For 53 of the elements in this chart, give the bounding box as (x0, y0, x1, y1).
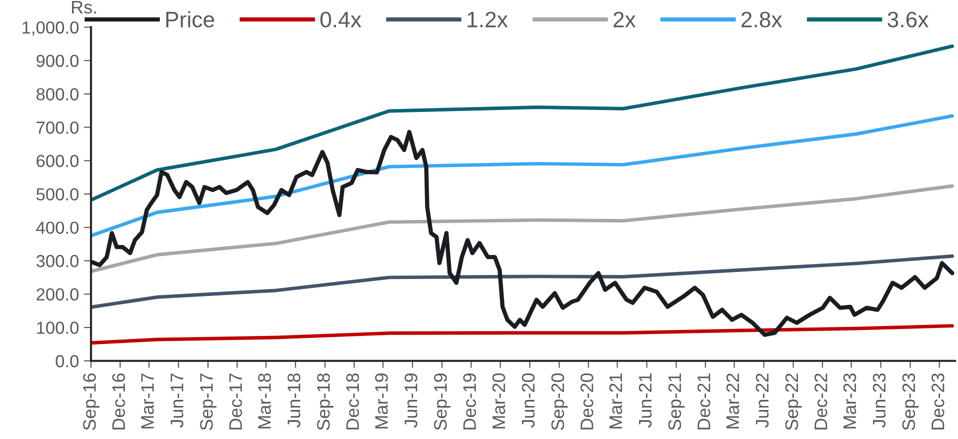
legend-label: 0.4x (320, 12, 362, 28)
legend-label: 2x (614, 12, 636, 28)
x-tick-label: Dec-17 (229, 374, 242, 430)
y-tick-label: 700.0 (36, 121, 79, 134)
y-tick-label: 400.0 (36, 222, 79, 234)
legend-label: 1.2x (468, 12, 508, 28)
y-tick-label: 800.0 (36, 88, 79, 100)
line-series (91, 44, 954, 202)
x-tick-label: Sep-22 (785, 374, 802, 430)
legend-label: 3.6x (888, 12, 929, 28)
x-tick-label: Sep-19 (434, 374, 450, 430)
x-tick-label: Mar-19 (375, 374, 388, 428)
y-tick-label: 1,000.0 (22, 21, 79, 36)
x-tick-label: Mar-23 (843, 373, 856, 428)
legend-label: 2.8x (741, 12, 782, 28)
x-tick-label: Dec-19 (463, 374, 476, 430)
x-tick-label: Dec-20 (580, 373, 594, 430)
x-tick-label: Sep-21 (668, 374, 685, 430)
y-tick-label: 0.0 (56, 355, 79, 368)
line-series (91, 324, 954, 345)
x-tick-label: Mar-21 (609, 374, 622, 428)
y-tick-label: 600.0 (36, 154, 79, 168)
x-tick-label: Sep-16 (83, 373, 100, 430)
x-tick-label: Dec-21 (698, 374, 710, 430)
line-series (91, 254, 954, 309)
x-tick-label: Sep-18 (317, 373, 334, 430)
x-tick-label: Mar-18 (258, 373, 271, 428)
y-axis-title: Rs. (72, 1, 96, 14)
x-tick-label: Sep-23 (902, 373, 919, 430)
x-tick-label: Jun-17 (170, 374, 184, 428)
x-tick-label: Dec-18 (346, 373, 359, 430)
x-tick-label: Jun-18 (288, 373, 300, 428)
legend-label: Price (166, 11, 214, 28)
x-tick-label: Mar-17 (141, 374, 154, 428)
y-tick-label: 100.0 (37, 322, 79, 334)
x-tick-label: Mar-20 (492, 373, 506, 428)
x-tick-label: Mar-22 (726, 374, 740, 428)
x-tick-label: Jun-22 (756, 374, 769, 428)
x-tick-label: Jun-20 (522, 373, 535, 428)
x-tick-label: Jun-21 (638, 374, 652, 428)
x-tick-label: Dec-22 (814, 374, 828, 430)
y-tick-label: 900.0 (36, 54, 79, 68)
line-series (91, 184, 954, 274)
x-tick-label: Jun-23 (872, 373, 886, 428)
x-tick-label: Jun-19 (404, 374, 418, 428)
x-tick-label: Sep-20 (551, 373, 568, 430)
y-tick-label: 300.0 (36, 254, 79, 268)
line-series (91, 114, 954, 238)
x-tick-label: Sep-17 (200, 374, 216, 430)
x-tick-label: Dec-23 (931, 373, 944, 430)
y-tick-label: 200.0 (36, 288, 79, 301)
x-tick-label: Dec-16 (112, 373, 126, 430)
y-tick-label: 500.0 (36, 188, 79, 200)
